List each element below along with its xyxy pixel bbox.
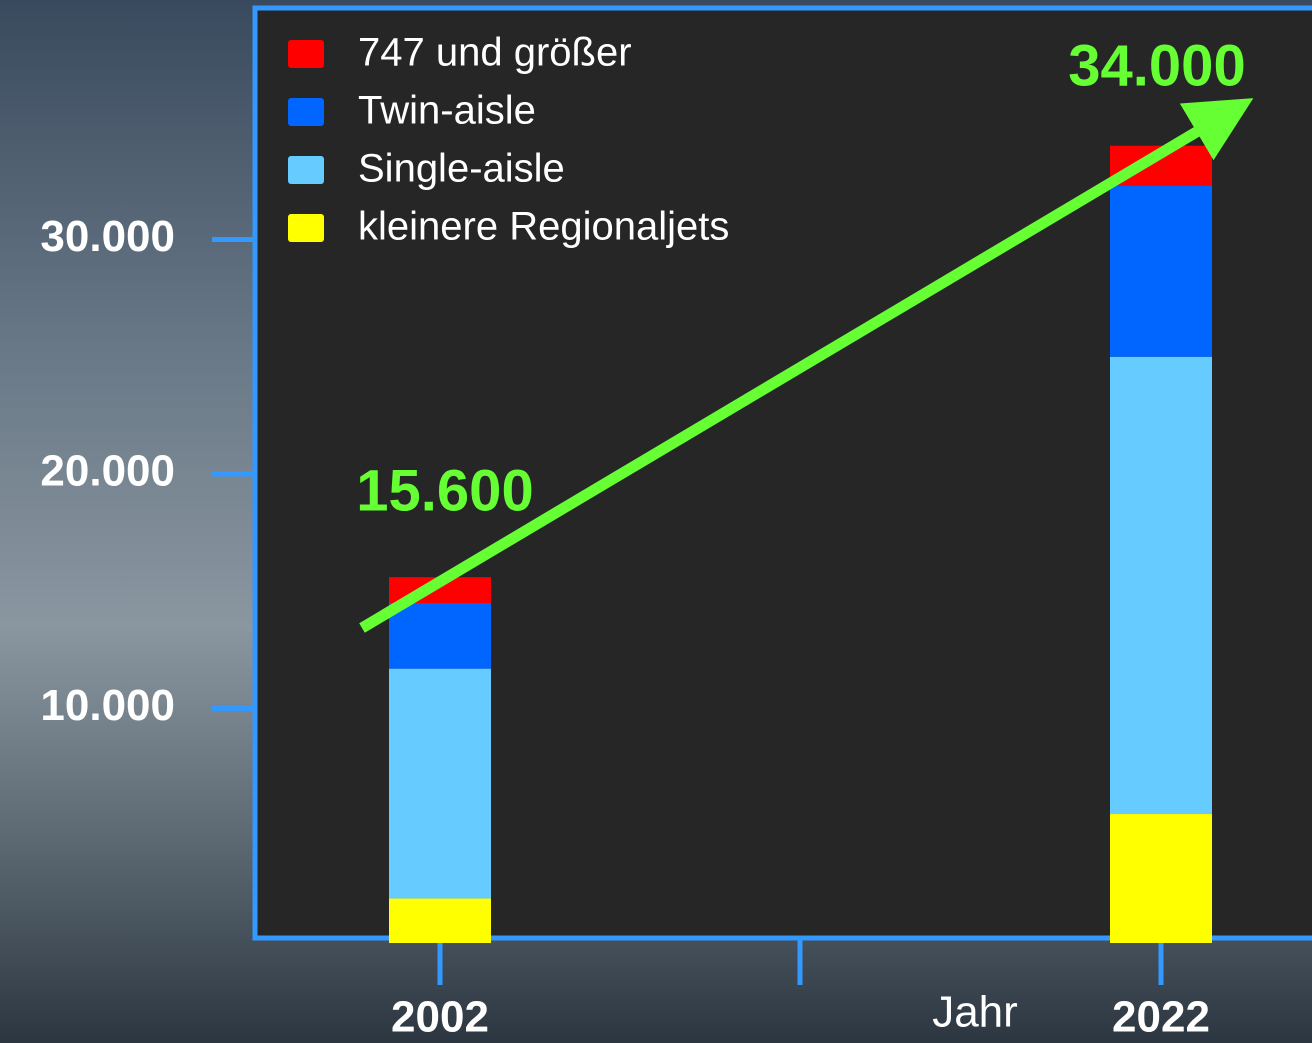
legend-swatch (288, 98, 324, 126)
bar-segment (389, 602, 491, 669)
trend-arrow (359, 98, 1254, 633)
legend-label: Single-aisle (358, 147, 565, 191)
legend-swatch (288, 40, 324, 68)
x-tick-label: 2022 (1112, 993, 1210, 1042)
annotation: 34.000 (1068, 33, 1245, 98)
x-tick-label: 2002 (391, 993, 489, 1042)
annotation: 15.600 (356, 458, 533, 523)
marks: 10.000 20.000 30.000 2002 2022 kleinere Regio… (40, 31, 1212, 1042)
bar-segment (389, 898, 491, 943)
bar-segment (1110, 185, 1212, 357)
bar-segment (1110, 814, 1212, 943)
bar-segment (1110, 356, 1212, 815)
y-tick-label: 30.000 (40, 212, 175, 261)
legend-swatch (288, 156, 324, 184)
bar-segment (389, 668, 491, 899)
legend-label: 747 und größer (358, 31, 632, 75)
x-axis-label: Jahr (932, 988, 1018, 1037)
legend-label: Twin-aisle (358, 89, 536, 133)
y-tick-label: 10.000 (40, 681, 175, 730)
legend-label: kleinere Regionaljets (358, 205, 729, 249)
y-tick-label: 20.000 (40, 447, 175, 496)
legend-swatch (288, 214, 324, 242)
